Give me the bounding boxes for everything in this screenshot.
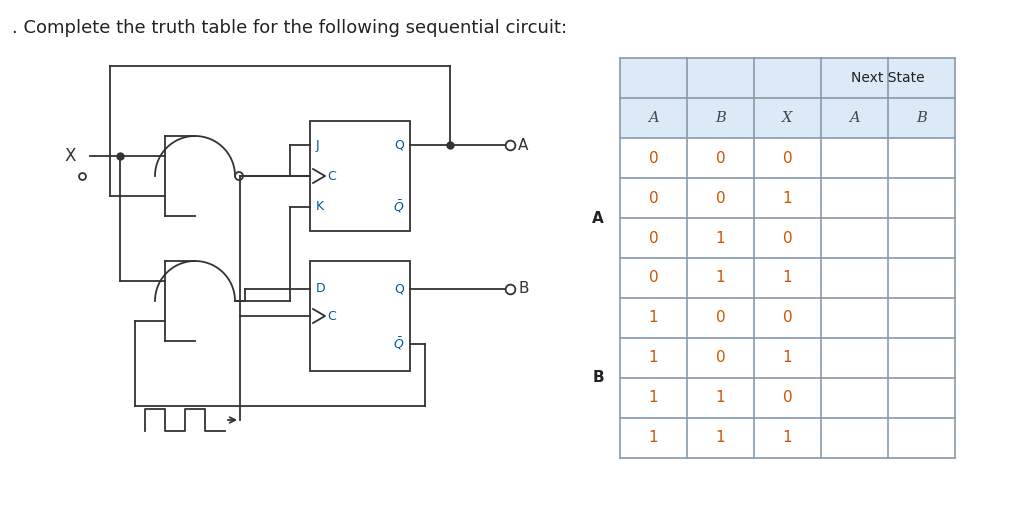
Text: A: A xyxy=(518,137,528,153)
Bar xyxy=(888,218,955,258)
Bar xyxy=(888,98,955,138)
Bar xyxy=(888,298,955,338)
Bar xyxy=(821,418,888,458)
Text: 0: 0 xyxy=(716,311,725,326)
Text: 1: 1 xyxy=(716,390,725,406)
Bar xyxy=(821,218,888,258)
Bar xyxy=(687,418,754,458)
Text: K: K xyxy=(316,200,325,213)
Bar xyxy=(754,298,821,338)
Bar xyxy=(754,138,821,178)
Text: 1: 1 xyxy=(648,390,658,406)
Bar xyxy=(821,298,888,338)
Text: X: X xyxy=(65,147,76,165)
Bar xyxy=(821,378,888,418)
Text: C: C xyxy=(327,170,336,182)
Text: $\bar{Q}$: $\bar{Q}$ xyxy=(392,335,404,352)
Text: X: X xyxy=(782,111,793,125)
Bar xyxy=(821,258,888,298)
Bar xyxy=(620,258,687,298)
Bar xyxy=(620,298,687,338)
Bar xyxy=(310,121,410,231)
Bar xyxy=(310,261,410,371)
Text: . Complete the truth table for the following sequential circuit:: . Complete the truth table for the follo… xyxy=(12,19,567,37)
Bar xyxy=(754,58,821,98)
Text: 1: 1 xyxy=(782,191,793,205)
Text: 0: 0 xyxy=(716,191,725,205)
Bar xyxy=(620,178,687,218)
Bar xyxy=(754,258,821,298)
Text: Q: Q xyxy=(394,282,404,295)
Bar xyxy=(754,378,821,418)
Text: 1: 1 xyxy=(648,351,658,365)
Text: 1: 1 xyxy=(716,430,725,446)
Text: 0: 0 xyxy=(716,151,725,166)
Text: 0: 0 xyxy=(648,191,658,205)
Bar xyxy=(888,138,955,178)
Bar xyxy=(620,138,687,178)
Bar xyxy=(687,58,754,98)
Bar xyxy=(620,218,687,258)
Text: 0: 0 xyxy=(782,390,793,406)
Bar xyxy=(754,98,821,138)
Text: Q: Q xyxy=(394,138,404,152)
Bar xyxy=(620,98,687,138)
Text: 1: 1 xyxy=(648,430,658,446)
Bar xyxy=(754,338,821,378)
Text: A: A xyxy=(648,111,658,125)
Text: B: B xyxy=(715,111,726,125)
Bar xyxy=(888,338,955,378)
Text: 1: 1 xyxy=(782,351,793,365)
Bar xyxy=(687,378,754,418)
Text: Next State: Next State xyxy=(851,71,925,85)
Text: 0: 0 xyxy=(782,151,793,166)
Bar xyxy=(687,218,754,258)
Text: 1: 1 xyxy=(782,270,793,286)
Bar xyxy=(620,58,687,98)
Text: 1: 1 xyxy=(782,430,793,446)
Bar xyxy=(687,338,754,378)
Bar xyxy=(821,138,888,178)
Bar xyxy=(888,418,955,458)
Bar xyxy=(620,418,687,458)
Text: J: J xyxy=(316,138,319,152)
Text: C: C xyxy=(327,310,336,322)
Text: 0: 0 xyxy=(648,230,658,245)
Bar xyxy=(821,58,888,98)
Bar xyxy=(821,98,888,138)
Bar xyxy=(687,98,754,138)
Bar xyxy=(754,418,821,458)
Bar xyxy=(888,178,955,218)
Bar xyxy=(888,378,955,418)
Text: $\bar{Q}$: $\bar{Q}$ xyxy=(392,199,404,215)
Bar xyxy=(754,178,821,218)
Bar xyxy=(821,338,888,378)
Text: B: B xyxy=(518,281,528,296)
Text: D: D xyxy=(316,282,326,295)
Text: 0: 0 xyxy=(648,151,658,166)
Text: B: B xyxy=(592,370,604,385)
Bar xyxy=(687,138,754,178)
Text: A: A xyxy=(849,111,860,125)
Text: A: A xyxy=(592,211,604,225)
Text: 1: 1 xyxy=(716,270,725,286)
Bar xyxy=(687,298,754,338)
Text: B: B xyxy=(916,111,927,125)
Text: 1: 1 xyxy=(716,230,725,245)
Bar xyxy=(888,258,955,298)
Bar xyxy=(620,338,687,378)
Text: 0: 0 xyxy=(716,351,725,365)
Text: 1: 1 xyxy=(648,311,658,326)
Bar xyxy=(687,178,754,218)
Text: 0: 0 xyxy=(782,230,793,245)
Bar xyxy=(888,58,955,98)
Text: 0: 0 xyxy=(782,311,793,326)
Text: 0: 0 xyxy=(648,270,658,286)
Bar xyxy=(687,258,754,298)
Bar xyxy=(754,218,821,258)
Bar xyxy=(821,178,888,218)
Bar xyxy=(620,378,687,418)
